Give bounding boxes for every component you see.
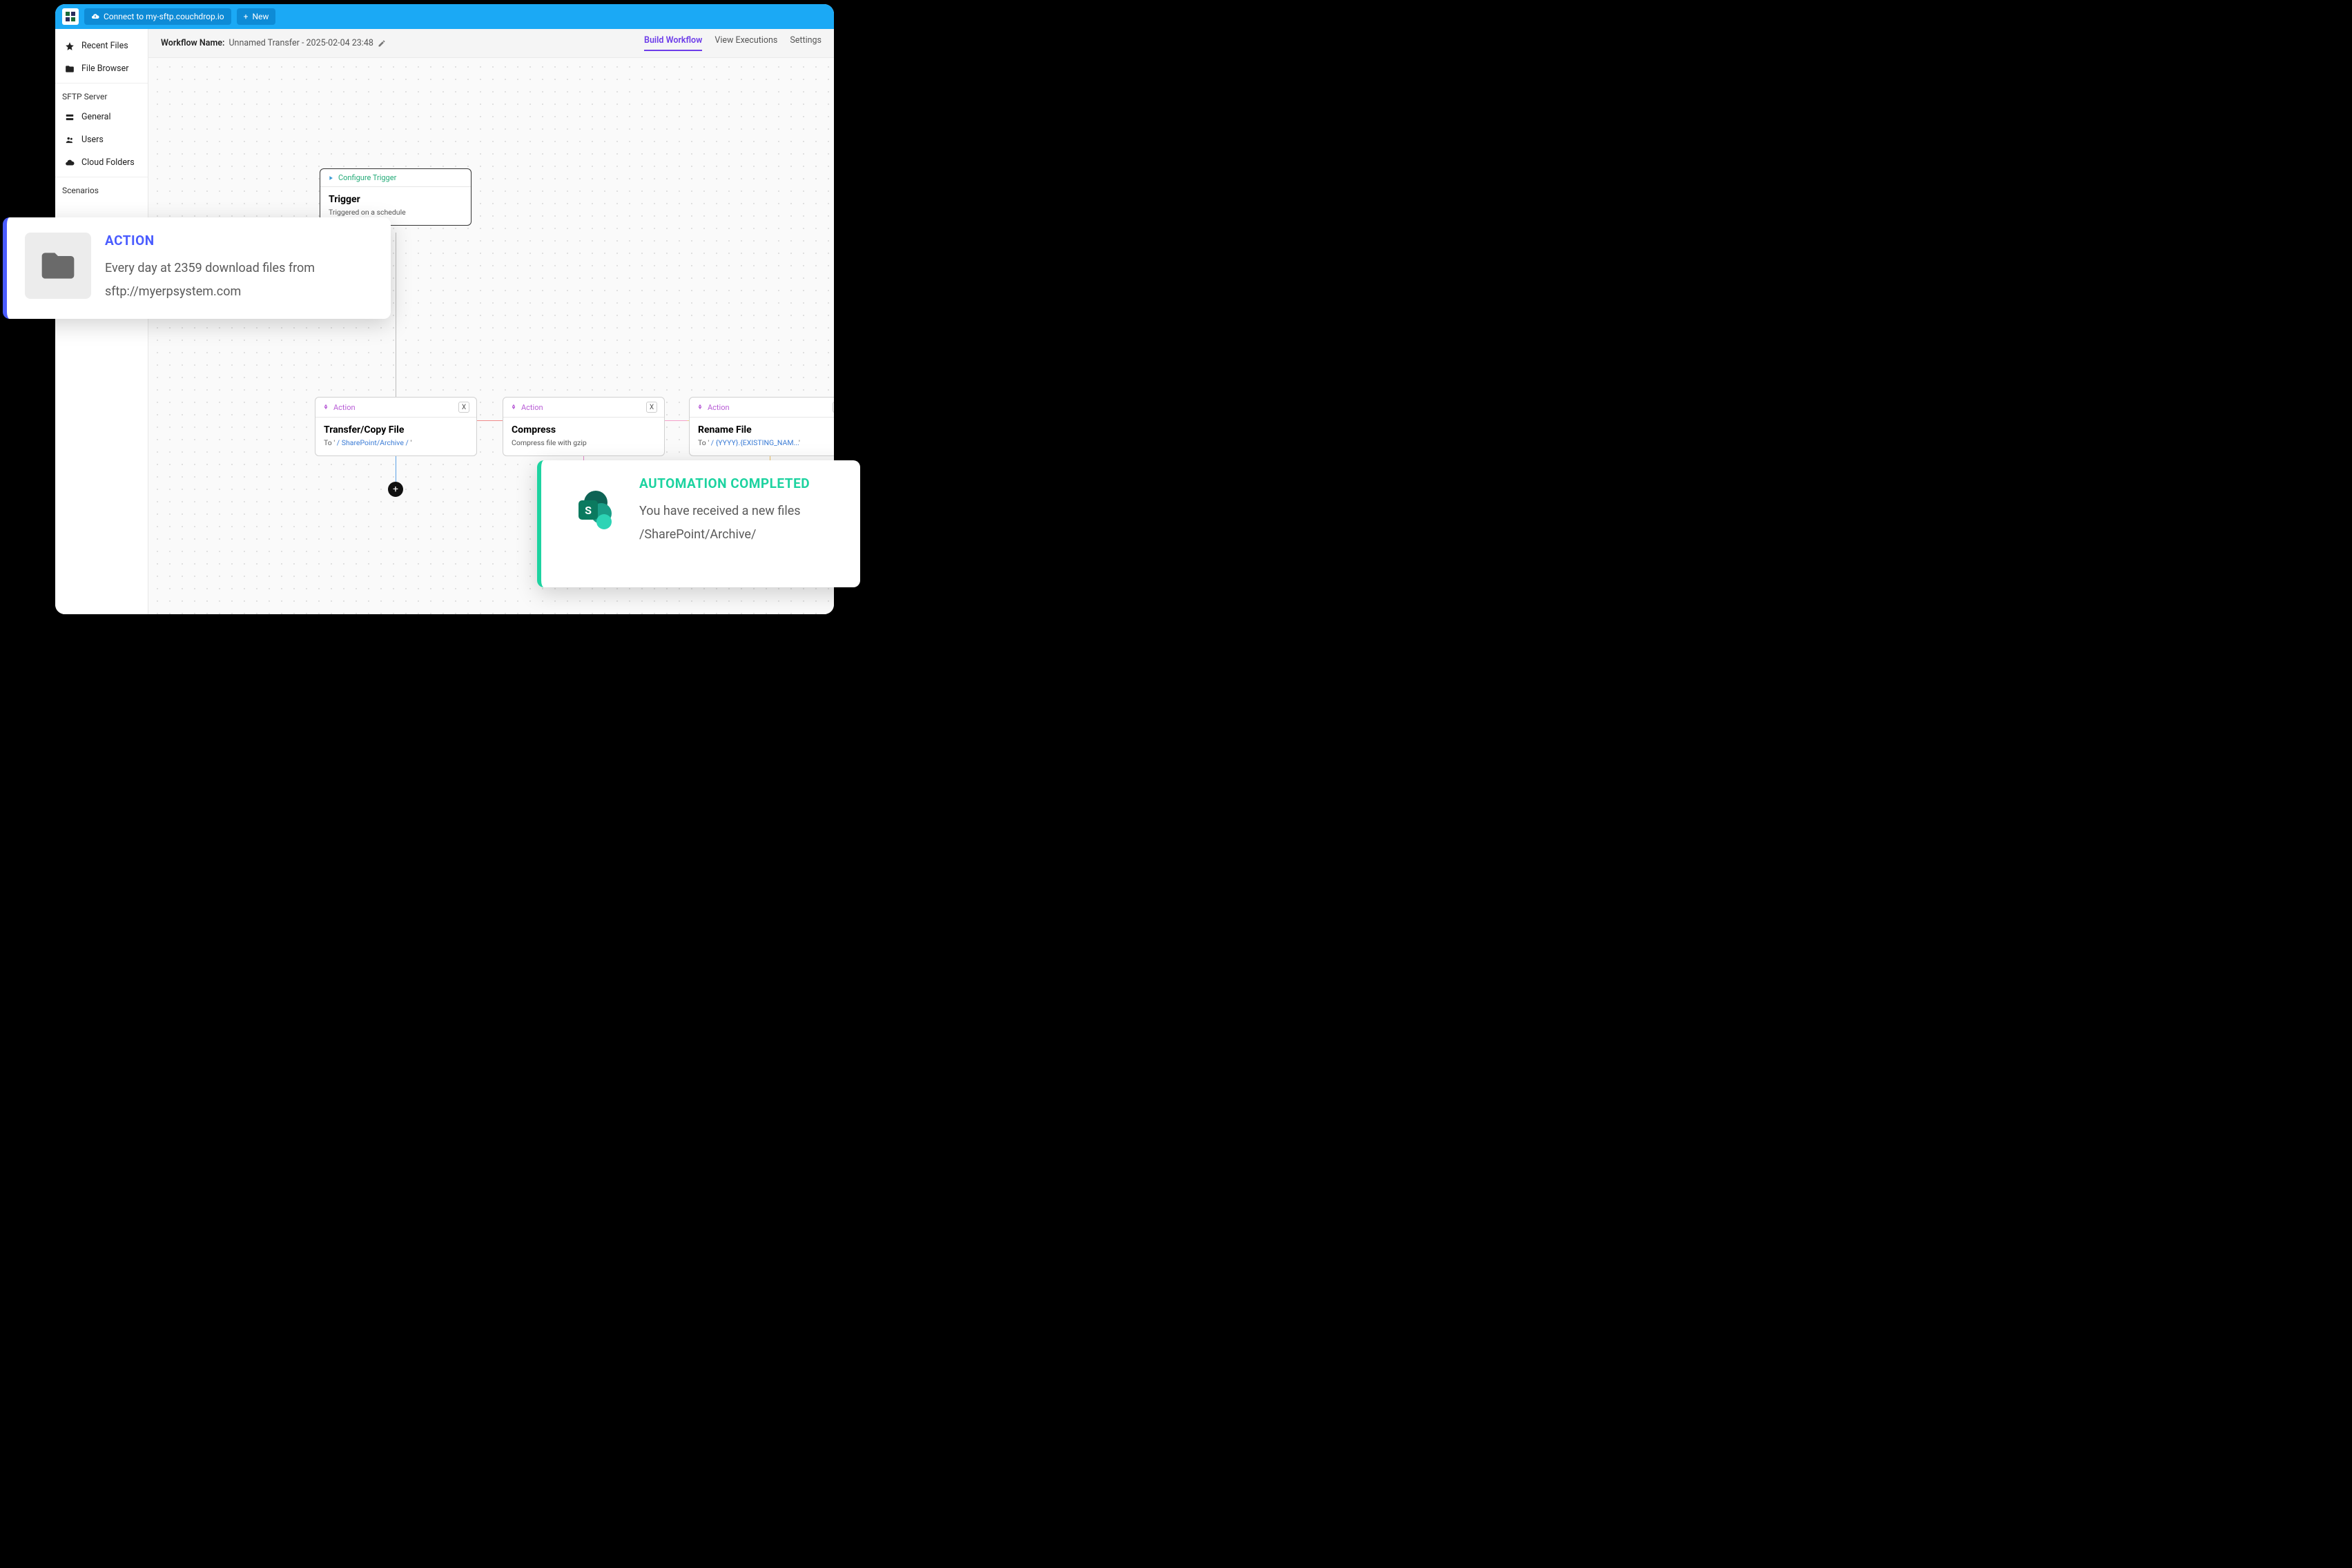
sidebar-item-label: Recent Files — [81, 41, 128, 51]
plus-icon: + — [244, 12, 249, 21]
rocket-icon — [510, 404, 517, 411]
sidebar-item-users[interactable]: Users — [55, 128, 148, 151]
connect-button[interactable]: Connect to my-sftp.couchdrop.io — [84, 8, 231, 25]
node-title: Compress — [512, 424, 656, 435]
tabs: Build Workflow View Executions Settings — [644, 35, 822, 51]
action-node-rename[interactable]: Action X Rename File To ' / {YYYY}.{EXIS… — [689, 397, 834, 456]
node-header: Action X — [503, 398, 664, 418]
cloud-icon — [65, 158, 75, 168]
node-header-label: Action — [708, 403, 730, 412]
topbar: Connect to my-sftp.couchdrop.io + New — [55, 4, 834, 29]
node-subtitle: To ' / SharePoint/Archive / ' — [324, 438, 468, 447]
node-header: Configure Trigger — [320, 169, 471, 187]
node-title: Transfer/Copy File — [324, 424, 468, 435]
overlay-title: ACTION — [105, 233, 315, 248]
main-header: Workflow Name: Unnamed Transfer - 2025-0… — [148, 29, 834, 58]
node-header-label: Action — [333, 403, 356, 412]
sidebar-item-cloud-folders[interactable]: Cloud Folders — [55, 151, 148, 174]
overlay-title: AUTOMATION COMPLETED — [639, 476, 810, 491]
sidebar-item-general[interactable]: General — [55, 106, 148, 128]
cloud-upload-icon — [91, 12, 99, 21]
folder-icon-large — [25, 233, 91, 299]
sidebar-item-label: Users — [81, 135, 104, 145]
workflow-name-value: Unnamed Transfer - 2025-02-04 23:48 — [229, 38, 373, 48]
trigger-icon — [327, 175, 334, 182]
server-icon — [65, 112, 75, 122]
tab-build-workflow[interactable]: Build Workflow — [644, 35, 702, 51]
rocket-icon — [697, 404, 703, 411]
sidebar-item-recent-files[interactable]: Recent Files — [55, 35, 148, 57]
new-button[interactable]: + New — [237, 8, 276, 25]
node-title: Rename File — [698, 424, 834, 435]
node-subtitle: Triggered on a schedule — [329, 208, 463, 217]
add-node-button[interactable]: + — [388, 482, 403, 497]
close-node-button[interactable]: X — [646, 402, 657, 413]
completion-overlay-card: S AUTOMATION COMPLETED You have received… — [537, 460, 860, 587]
sidebar-item-label: General — [81, 112, 111, 122]
sidebar-item-label: Cloud Folders — [81, 157, 135, 168]
connect-label: Connect to my-sftp.couchdrop.io — [104, 12, 224, 21]
node-subtitle: Compress file with gzip — [512, 438, 656, 447]
sidebar-item-label: File Browser — [81, 63, 128, 74]
node-header-label: Action — [521, 403, 543, 412]
sidebar-item-file-browser[interactable]: File Browser — [55, 57, 148, 80]
workflow-name-label: Workflow Name: — [161, 38, 224, 48]
action-node-compress[interactable]: Action X Compress Compress file with gzi… — [503, 397, 665, 456]
node-header: Action X — [690, 398, 834, 418]
workflow-name: Workflow Name: Unnamed Transfer - 2025-0… — [161, 38, 386, 48]
logo[interactable] — [62, 8, 79, 25]
overlay-description: Every day at 2359 download files fromsft… — [105, 257, 315, 304]
close-node-button[interactable]: X — [458, 402, 469, 413]
action-overlay-card: ACTION Every day at 2359 download files … — [3, 217, 391, 319]
node-subtitle: To ' / {YYYY}.{EXISTING_NAM...' — [698, 438, 834, 447]
sharepoint-icon: S — [559, 476, 625, 542]
node-title: Trigger — [329, 194, 463, 205]
edit-icon[interactable] — [378, 39, 386, 48]
star-icon — [65, 41, 75, 51]
sidebar: Recent Files File Browser SFTP Server Ge… — [55, 29, 148, 614]
rocket-icon — [322, 404, 329, 411]
action-node-transfer[interactable]: Action X Transfer/Copy File To ' / Share… — [315, 397, 477, 456]
tab-view-executions[interactable]: View Executions — [715, 35, 777, 51]
tab-settings[interactable]: Settings — [790, 35, 822, 51]
logo-icon — [66, 12, 75, 21]
close-node-button[interactable]: X — [833, 402, 834, 413]
node-header: Action X — [315, 398, 476, 418]
new-label: New — [252, 12, 269, 21]
sidebar-section-sftp: SFTP Server — [55, 83, 148, 106]
sidebar-section-scenarios: Scenarios — [55, 177, 148, 199]
overlay-description: You have received a new files/SharePoint… — [639, 500, 810, 547]
node-header-label: Configure Trigger — [338, 173, 396, 182]
folder-icon — [65, 64, 75, 74]
users-icon — [65, 135, 75, 145]
